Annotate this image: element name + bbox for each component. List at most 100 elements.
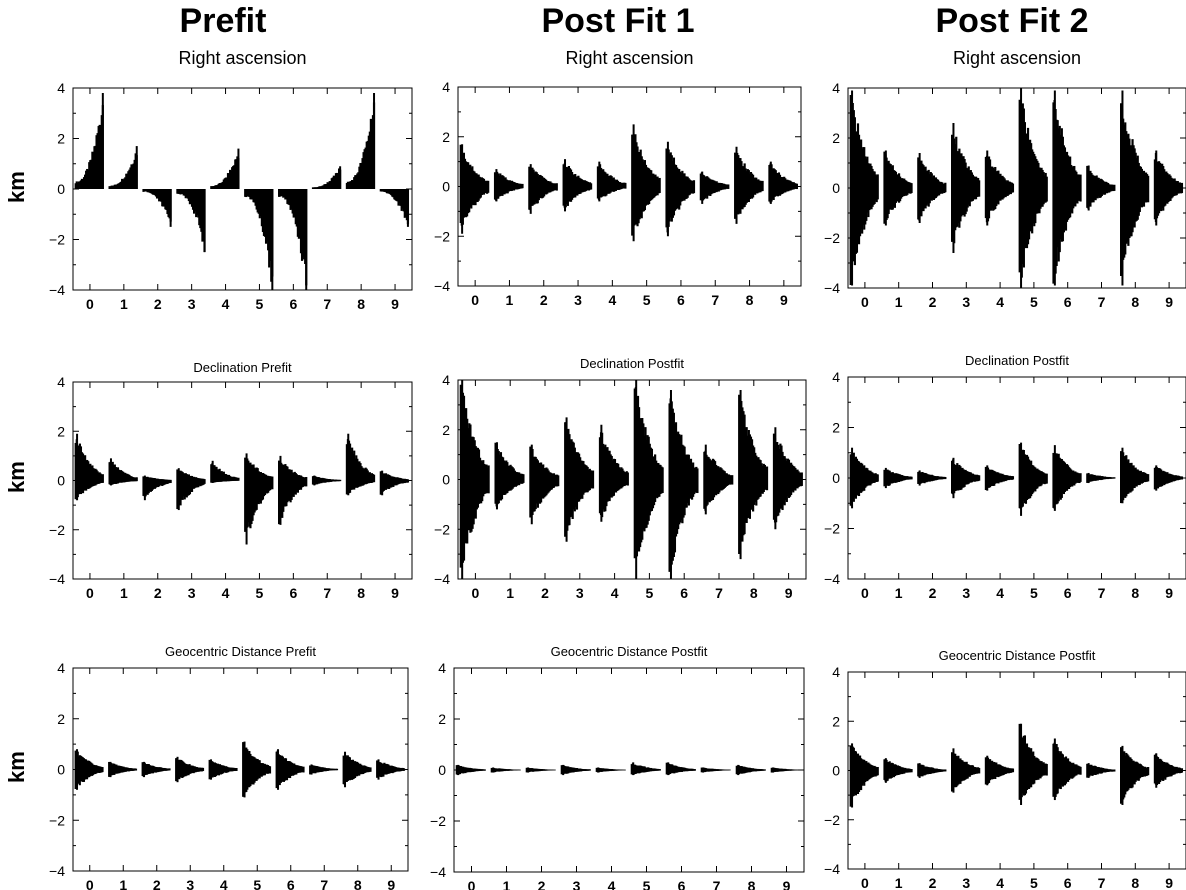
x-tick-label: 4 [996,294,1004,310]
data-burst [665,141,696,237]
x-tick-label: 2 [929,585,937,601]
panel-geo_prefit: Geocentric Distance Prefit −4 −2 0 2 4 0 1 2 3 4 5 6… [49,644,409,890]
data-marks [849,442,1184,516]
x-tick-label: 5 [256,296,264,312]
x-tick-label: 8 [357,296,365,312]
x-tick-label: 9 [391,585,399,601]
panel-title: Right ascension [178,48,306,68]
x-tick-label: 2 [538,878,546,890]
data-burst [459,144,490,234]
x-tick-label: 1 [895,585,903,601]
x-tick-label: 6 [289,585,297,601]
data-burst [917,470,947,486]
data-burst [1120,447,1150,504]
data-burst [772,427,803,530]
x-tick-label: 6 [1064,585,1072,601]
x-tick-label: 7 [713,878,721,890]
x-tick-label: 1 [503,878,511,890]
x-tick-label: 5 [253,877,261,890]
data-burst [951,457,981,499]
x-tick-label: 6 [678,878,686,890]
panel-dec_post1: Declination Postfit −4 −2 0 2 4 0 1 2 3 4 5 6 7 8 9 [434,356,807,601]
x-tick-label: 1 [120,585,128,601]
data-burst [529,444,560,525]
data-burst [595,767,626,773]
data-burst [984,465,1015,491]
x-tick-label: 8 [746,292,754,308]
x-tick-label: 6 [289,296,297,312]
data-burst [560,764,591,776]
x-tick-label: 4 [996,875,1004,890]
y-tick-label: −2 [49,522,65,538]
y-tick-label: 2 [57,131,65,147]
x-tick-label: 4 [220,877,228,890]
x-tick-label: 3 [186,877,194,890]
x-tick-label: 8 [354,877,362,890]
data-burst [598,424,629,522]
data-marks [849,88,1184,288]
x-tick-label: 3 [962,585,970,601]
y-tick-label: −4 [49,863,65,879]
data-burst [1018,88,1048,288]
data-burst [175,756,205,783]
data-marks [459,380,803,579]
data-burst [596,161,627,202]
data-burst [1086,763,1116,778]
x-tick-label: 5 [646,585,654,601]
y-tick-label: −4 [824,280,840,296]
data-burst [528,164,558,214]
panel-title: Declination Postfit [580,356,684,371]
data-burst [525,767,556,773]
x-tick-label: 0 [861,875,869,890]
data-burst [141,761,171,778]
y-tick-label: 2 [832,130,840,146]
panel-ra_prefit: Right ascension −4 −2 0 2 4 0 1 2 3 4 5 6 7 8 9 [49,48,413,312]
x-tick-label: 7 [323,585,331,601]
x-tick-label: 7 [1098,585,1106,601]
y-tick-label: 4 [832,664,840,680]
data-burst [278,455,308,525]
y-tick-label: −2 [49,232,65,248]
data-burst [342,751,372,788]
y-tick-label: −4 [824,571,840,587]
data-burst [564,417,595,542]
data-burst [633,380,664,579]
y-tick-label: 0 [832,763,840,779]
data-marks [74,93,410,290]
x-tick-label: 9 [785,585,793,601]
x-tick-label: 7 [711,292,719,308]
data-burst [1086,472,1116,484]
y-tick-label: −4 [824,861,840,877]
x-tick-label: 0 [861,585,869,601]
x-tick-label: 2 [154,585,162,601]
x-tick-label: 9 [783,878,791,890]
data-burst [1018,442,1048,516]
y-tick-label: −2 [824,521,840,537]
y-tick-label: −4 [49,571,65,587]
data-marks [74,741,406,798]
data-marks [459,124,798,242]
y-tick-label: −4 [430,864,446,880]
x-tick-label: 1 [506,585,514,601]
y-tick-label: 4 [442,372,450,388]
x-tick-label: 2 [154,296,162,312]
data-burst [984,150,1015,226]
x-tick-label: 8 [1131,875,1139,890]
x-tick-label: 5 [1030,875,1038,890]
data-burst [455,764,486,776]
x-tick-label: 3 [574,292,582,308]
y-tick-label: 0 [442,179,450,195]
x-tick-label: 4 [611,585,619,601]
x-tick-label: 6 [1064,294,1072,310]
data-burst [108,146,138,189]
x-tick-label: 9 [391,296,399,312]
x-tick-label: 3 [962,294,970,310]
y-tick-label: 2 [832,713,840,729]
column-title-postfit1: Post Fit 1 [541,2,695,40]
data-burst [108,458,138,486]
data-burst [738,389,769,560]
data-burst [883,150,913,226]
panel-title: Declination Prefit [193,360,292,375]
x-tick-label: 0 [471,292,479,308]
